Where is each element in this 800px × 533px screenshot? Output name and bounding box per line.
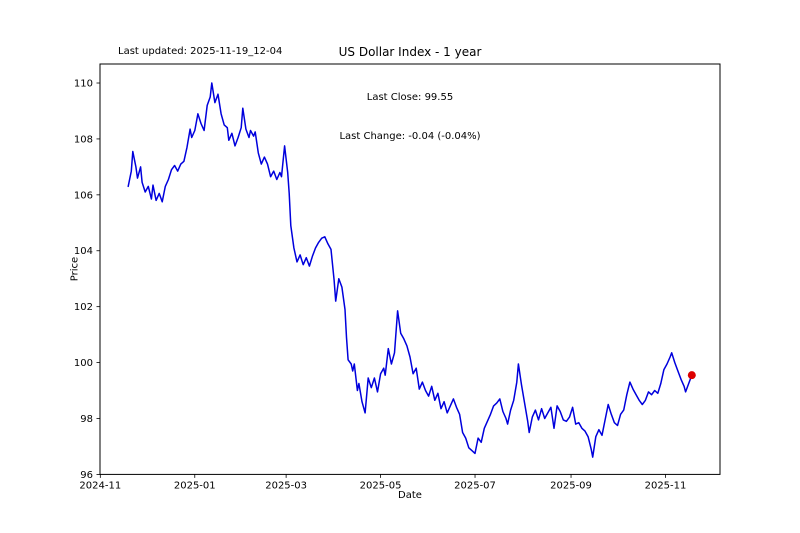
last-change-line: Last Change: -0.04 (-0.04%) xyxy=(339,131,481,142)
y-tick-label: 110 xyxy=(74,79,93,90)
y-tick-label: 102 xyxy=(74,302,93,313)
y-axis-label: Price xyxy=(69,256,81,282)
y-tick-label: 98 xyxy=(80,414,93,425)
x-axis-label: Date xyxy=(398,490,422,501)
y-tick-label: 96 xyxy=(80,470,93,481)
last-updated-text: Last updated: 2025-11-19_12-04 xyxy=(118,46,283,57)
y-tick-label: 104 xyxy=(74,246,93,257)
axes-frame xyxy=(99,63,721,475)
x-tick-label: 2025-01 xyxy=(174,480,216,491)
x-tick-label: 2025-05 xyxy=(360,480,402,491)
x-tick-label: 2025-11 xyxy=(645,480,687,491)
y-tick-label: 100 xyxy=(74,358,93,369)
x-tick-label: 2025-07 xyxy=(454,480,496,491)
x-tick-label: 2025-03 xyxy=(265,480,307,491)
price-line xyxy=(127,82,693,458)
y-tick-label: 108 xyxy=(74,134,93,145)
y-tick-label: 106 xyxy=(74,190,93,201)
last-point-marker xyxy=(687,371,696,380)
chart-title: US Dollar Index - 1 year xyxy=(338,45,482,59)
x-tick-label: 2024-11 xyxy=(79,480,121,491)
last-close-line: Last Close: 99.55 xyxy=(366,92,454,103)
last-close-annotation: Last Close: 99.55 Last Change: -0.04 (-0… xyxy=(339,65,480,169)
x-tick-label: 2025-09 xyxy=(550,480,592,491)
